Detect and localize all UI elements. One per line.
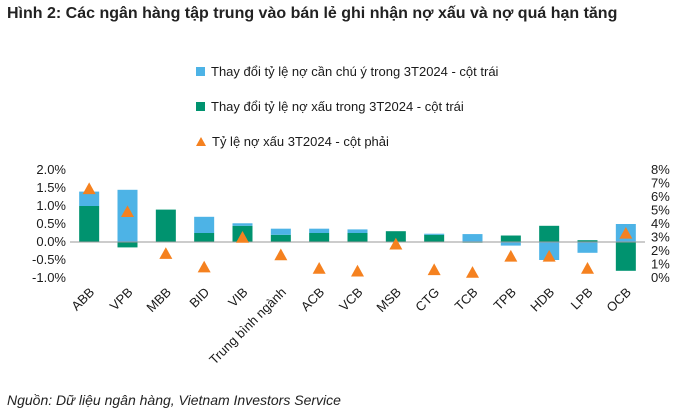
npl-bar [194, 233, 215, 242]
category-label: CTG [412, 285, 442, 315]
npl-bar [424, 234, 445, 242]
category-label: OCB [603, 285, 634, 316]
right-axis-tick-label: 2% [651, 243, 670, 258]
right-axis-tick-label: 0% [651, 270, 670, 285]
ratio-marker [159, 247, 173, 259]
watch-bar [194, 216, 215, 233]
category-label: BID [186, 285, 212, 311]
category-label: TCB [452, 285, 481, 314]
category-label: MBB [143, 285, 174, 316]
ratio-marker [82, 182, 96, 195]
ratio-marker [197, 260, 211, 273]
chart-title: Hình 2: Các ngân hàng tập trung vào bán … [7, 5, 618, 22]
ratio-marker [236, 231, 249, 243]
chart-plot: -1.0% -0.5% 0.0% 0.5% 1.0% 1.5% 2.0% 0%1%2%3%4%… [32, 162, 670, 367]
legend-swatch-watch [196, 66, 205, 76]
ratio-marker [427, 263, 441, 276]
ratio-marker [351, 264, 364, 277]
right-axis-tick-label: 7% [651, 176, 670, 191]
npl-bar [270, 234, 291, 242]
left-axis-tick-label: 2.0% [36, 162, 66, 177]
ratio-marker [619, 226, 633, 239]
watch-bar [347, 229, 368, 233]
left-axis-tick-label: -0.5% [32, 252, 66, 267]
source-note: Nguồn: Dữ liệu ngân hàng, Vietnam Invest… [7, 392, 341, 408]
right-axis-tick-label: 8% [651, 162, 670, 177]
watch-bar [462, 234, 483, 242]
ratio-marker [121, 205, 134, 218]
legend-label-ratio: Tỷ lệ nợ xấu 3T2024 - cột phải [212, 133, 389, 149]
watch-bar [309, 228, 330, 233]
right-axis-tick-label: 1% [651, 257, 670, 272]
right-axis-tick-label: 5% [651, 203, 670, 218]
left-axis-tick-label: 0.5% [36, 216, 66, 231]
ratio-marker [581, 262, 594, 274]
chart-legend: Thay đổi tỷ lệ nợ cần chú ý trong 3T2024… [196, 62, 498, 167]
ratio-marker [504, 249, 518, 262]
category-label: LPB [568, 285, 596, 313]
category-label: MSB [373, 285, 404, 316]
left-axis-tick-label: 0.0% [36, 234, 66, 249]
left-axis-tick-label: -1.0% [32, 270, 66, 285]
legend-label-watch: Thay đổi tỷ lệ nợ cần chú ý trong 3T2024… [211, 63, 499, 79]
watch-bar [79, 191, 100, 206]
category-label: ABB [68, 285, 97, 314]
npl-bar [79, 206, 100, 242]
ratio-marker [466, 266, 479, 278]
legend-item-ratio: Tỷ lệ nợ xấu 3T2024 - cột phải [196, 132, 498, 150]
ratio-marker [312, 262, 326, 274]
category-label: VIB [225, 285, 250, 310]
right-axis-tick-label: 3% [651, 230, 670, 245]
npl-bar [539, 225, 560, 242]
category-label: VCB [336, 285, 366, 315]
npl-bar [615, 242, 636, 271]
legend-swatch-npl [196, 101, 205, 111]
left-axis-tick-label: 1.0% [36, 198, 66, 213]
watch-bar [270, 228, 291, 235]
legend-label-npl: Thay đổi tỷ lệ nợ xấu trong 3T2024 - cột… [211, 98, 464, 114]
npl-bar [385, 231, 406, 242]
category-label: HDB [527, 285, 557, 315]
right-axis-tick-label: 6% [651, 189, 670, 204]
category-label: ACB [298, 285, 328, 315]
ratio-marker [389, 237, 403, 250]
ratio-marker [542, 249, 556, 262]
ratio-marker [274, 248, 288, 261]
category-label: VPB [107, 285, 136, 314]
legend-triangle-icon [196, 136, 206, 146]
right-axis-tick-label: 4% [651, 216, 670, 231]
npl-bar [309, 233, 330, 242]
npl-bar [347, 233, 368, 242]
npl-bar [500, 235, 521, 242]
watch-bar [500, 242, 521, 246]
watch-bar [424, 233, 445, 235]
legend-item-npl: Thay đổi tỷ lệ nợ xấu trong 3T2024 - cột… [196, 97, 498, 115]
npl-bar [577, 240, 598, 242]
npl-bar [155, 209, 176, 242]
left-axis-tick-label: 1.5% [36, 180, 66, 195]
watch-bar [577, 242, 598, 253]
legend-item-watch: Thay đổi tỷ lệ nợ cần chú ý trong 3T2024… [196, 62, 498, 80]
npl-bar [117, 242, 138, 248]
category-label: TPB [490, 285, 518, 313]
watch-bar [232, 223, 253, 226]
